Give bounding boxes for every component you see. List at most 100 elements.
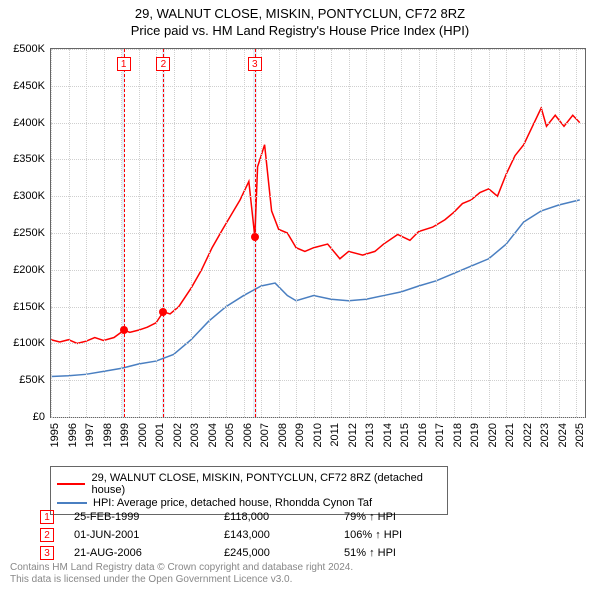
title-block: 29, WALNUT CLOSE, MISKIN, PONTYCLUN, CF7… xyxy=(0,6,600,38)
x-axis-label: 1996 xyxy=(67,423,79,447)
y-gridline xyxy=(51,417,585,418)
title-address: 29, WALNUT CLOSE, MISKIN, PONTYCLUN, CF7… xyxy=(0,6,600,21)
sale-marker-box: 3 xyxy=(248,57,262,71)
x-gridline xyxy=(559,49,560,417)
marker-table-date: 21-AUG-2006 xyxy=(74,547,224,559)
x-axis-label: 2023 xyxy=(539,423,551,447)
x-gridline xyxy=(471,49,472,417)
sale-point xyxy=(251,233,259,241)
title-subtitle: Price paid vs. HM Land Registry's House … xyxy=(0,23,600,38)
y-axis-label: £0 xyxy=(33,411,45,423)
sale-marker-box: 2 xyxy=(156,57,170,71)
x-gridline xyxy=(541,49,542,417)
x-axis-label: 2008 xyxy=(277,423,289,447)
x-axis-label: 2009 xyxy=(294,423,306,447)
x-axis-label: 2024 xyxy=(557,423,569,447)
legend-text-price: 29, WALNUT CLOSE, MISKIN, PONTYCLUN, CF7… xyxy=(91,472,441,496)
x-gridline xyxy=(366,49,367,417)
x-gridline xyxy=(86,49,87,417)
y-axis-label: £100K xyxy=(13,337,45,349)
x-axis-label: 2018 xyxy=(452,423,464,447)
marker-table-pct: 79% ↑ HPI xyxy=(344,511,464,523)
y-axis-label: £250K xyxy=(13,227,45,239)
legend-swatch-price xyxy=(57,483,85,485)
x-gridline xyxy=(576,49,577,417)
x-axis-label: 2004 xyxy=(207,423,219,447)
y-axis-label: £50K xyxy=(19,374,45,386)
x-gridline xyxy=(261,49,262,417)
marker-table-date: 01-JUN-2001 xyxy=(74,529,224,541)
y-gridline xyxy=(51,270,585,271)
marker-table-num: 3 xyxy=(40,546,54,560)
y-gridline xyxy=(51,380,585,381)
x-axis-label: 2022 xyxy=(522,423,534,447)
x-axis-label: 2006 xyxy=(242,423,254,447)
y-gridline xyxy=(51,159,585,160)
y-axis-label: £500K xyxy=(13,43,45,55)
x-axis-label: 1998 xyxy=(102,423,114,447)
sale-point xyxy=(159,308,167,316)
y-gridline xyxy=(51,343,585,344)
marker-table-row: 3 21-AUG-2006£245,00051% ↑ HPI xyxy=(40,544,464,562)
x-gridline xyxy=(349,49,350,417)
sale-marker-line xyxy=(124,49,125,417)
y-axis-label: £150K xyxy=(13,301,45,313)
markers-table: 1 25-FEB-1999£118,00079% ↑ HPI 2 01-JUN-200… xyxy=(40,508,464,562)
y-axis-label: £400K xyxy=(13,117,45,129)
x-gridline xyxy=(384,49,385,417)
x-axis-label: 2013 xyxy=(364,423,376,447)
x-gridline xyxy=(121,49,122,417)
marker-table-price: £245,000 xyxy=(224,547,344,559)
x-axis-label: 2019 xyxy=(469,423,481,447)
x-gridline xyxy=(69,49,70,417)
marker-table-price: £143,000 xyxy=(224,529,344,541)
x-gridline xyxy=(419,49,420,417)
marker-table-num: 2 xyxy=(40,528,54,542)
x-gridline xyxy=(296,49,297,417)
marker-table-row: 2 01-JUN-2001£143,000106% ↑ HPI xyxy=(40,526,464,544)
x-gridline xyxy=(331,49,332,417)
x-gridline xyxy=(314,49,315,417)
x-axis-label: 2017 xyxy=(434,423,446,447)
x-gridline xyxy=(506,49,507,417)
marker-table-pct: 106% ↑ HPI xyxy=(344,529,464,541)
marker-table-row: 1 25-FEB-1999£118,00079% ↑ HPI xyxy=(40,508,464,526)
footer-attribution: Contains HM Land Registry data © Crown c… xyxy=(10,562,590,586)
x-axis-label: 1995 xyxy=(49,423,61,447)
x-axis-label: 2012 xyxy=(347,423,359,447)
marker-table-date: 25-FEB-1999 xyxy=(74,511,224,523)
sale-marker-box: 1 xyxy=(117,57,131,71)
y-axis-label: £300K xyxy=(13,190,45,202)
x-axis-label: 2025 xyxy=(574,423,586,447)
x-gridline xyxy=(244,49,245,417)
plot-area: £0£50K£100K£150K£200K£250K£300K£350K£400… xyxy=(50,48,586,418)
sale-point xyxy=(120,326,128,334)
x-axis-label: 2011 xyxy=(329,423,341,447)
y-gridline xyxy=(51,307,585,308)
footer-line2: This data is licensed under the Open Gov… xyxy=(10,574,590,586)
x-axis-label: 2014 xyxy=(382,423,394,447)
x-gridline xyxy=(209,49,210,417)
x-gridline xyxy=(524,49,525,417)
x-axis-label: 2007 xyxy=(259,423,271,447)
y-axis-label: £450K xyxy=(13,80,45,92)
x-axis-label: 2015 xyxy=(399,423,411,447)
x-axis-label: 2010 xyxy=(312,423,324,447)
y-gridline xyxy=(51,233,585,234)
marker-table-num: 1 xyxy=(40,510,54,524)
x-axis-label: 2021 xyxy=(504,423,516,447)
marker-table-price: £118,000 xyxy=(224,511,344,523)
x-gridline xyxy=(226,49,227,417)
y-gridline xyxy=(51,123,585,124)
y-axis-label: £350K xyxy=(13,153,45,165)
x-gridline xyxy=(489,49,490,417)
x-gridline xyxy=(139,49,140,417)
x-axis-label: 2002 xyxy=(172,423,184,447)
x-gridline xyxy=(279,49,280,417)
x-gridline xyxy=(436,49,437,417)
x-gridline xyxy=(174,49,175,417)
marker-table-pct: 51% ↑ HPI xyxy=(344,547,464,559)
y-gridline xyxy=(51,86,585,87)
legend-swatch-hpi xyxy=(57,502,87,504)
x-gridline xyxy=(191,49,192,417)
